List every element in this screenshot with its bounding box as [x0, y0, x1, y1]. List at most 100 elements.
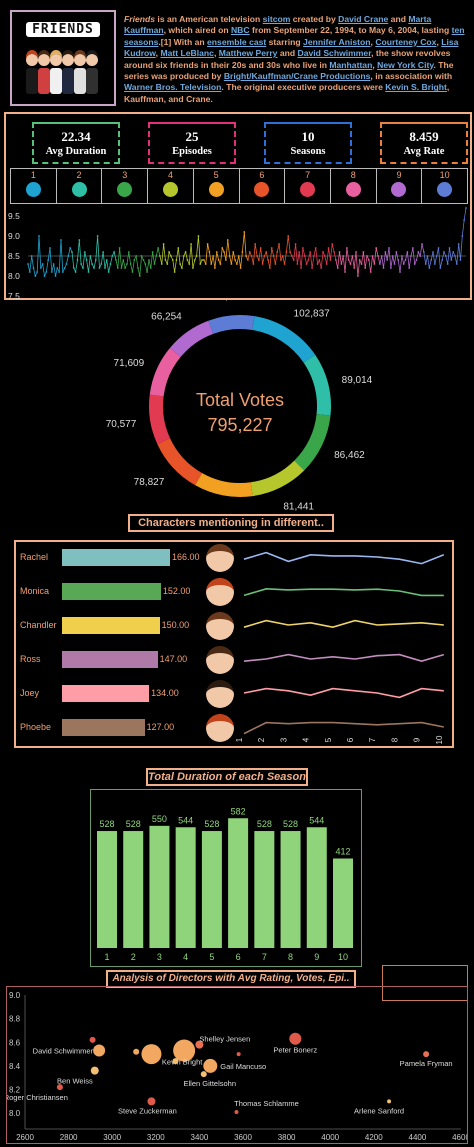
- duration-bar-chart: 528 1 528 2 550 3 544 4 528 5 582 6 528 7 528 8 544 9 412 1…: [97, 806, 353, 962]
- season-2-filter[interactable]: 2: [57, 169, 103, 203]
- season-number: 4: [167, 170, 173, 180]
- rating-point: [369, 271, 372, 273]
- character-trend-sparkline: [243, 619, 444, 629]
- intro-link[interactable]: Marta Kauffman: [124, 14, 432, 36]
- rating-series-season-6: [247, 235, 293, 269]
- duration-x-tick: 2: [131, 952, 136, 962]
- directors-x-tick: 3000: [103, 1133, 121, 1142]
- rating-point: [274, 263, 277, 265]
- rating-point: [371, 255, 374, 257]
- rating-point: [362, 251, 365, 253]
- rating-point: [320, 267, 323, 269]
- character-trend-line: [243, 551, 445, 565]
- season-10-filter[interactable]: 10: [422, 169, 467, 203]
- rating-point: [433, 263, 436, 265]
- intro-link[interactable]: ten seasons: [124, 25, 465, 47]
- rating-point: [353, 267, 356, 269]
- rating-point: [338, 251, 341, 253]
- duration-bar-label: 544: [178, 815, 193, 825]
- votes-slice-label: 65,264: [214, 300, 245, 303]
- rating-point: [270, 247, 273, 249]
- rating-point: [85, 259, 88, 261]
- rating-point: [463, 219, 466, 221]
- intro-link[interactable]: ensemble cast: [207, 36, 267, 47]
- intro-link[interactable]: Lisa Kudrow: [124, 36, 459, 59]
- rating-point: [329, 259, 332, 261]
- intro-link[interactable]: Warner Bros. Television: [124, 82, 222, 93]
- rating-point: [294, 243, 297, 245]
- duration-bar-season-8: [280, 831, 301, 948]
- intro-link[interactable]: Kevin S. Bright: [385, 82, 447, 93]
- director-point: [173, 1039, 196, 1062]
- rating-point: [159, 255, 161, 257]
- intro-link[interactable]: Jennifer Aniston: [303, 36, 371, 47]
- rating-point: [149, 267, 152, 269]
- character-value: 152.00: [162, 586, 191, 596]
- character-trend-line: [243, 619, 444, 629]
- intro-link[interactable]: New York City: [377, 59, 434, 70]
- votes-slice-label: 81,441: [283, 501, 314, 512]
- duration-bar-season-9: [306, 827, 327, 948]
- rating-point: [230, 263, 233, 265]
- rating-point: [47, 259, 50, 261]
- intro-link[interactable]: Bright/Kauffman/Crane Productions: [223, 71, 371, 82]
- rating-point: [347, 259, 350, 261]
- rating-point: [345, 247, 348, 249]
- rating-point: [195, 255, 198, 257]
- rating-point: [116, 267, 119, 269]
- rating-point: [419, 255, 422, 257]
- rating-point: [309, 251, 312, 253]
- intro-text: ,: [436, 36, 442, 47]
- rating-point: [71, 251, 73, 253]
- votes-total-title: Total Votes: [196, 390, 284, 410]
- season-4-filter[interactable]: 4: [148, 169, 194, 203]
- rating-point: [351, 255, 354, 257]
- directors-x-tick: 3400: [191, 1133, 209, 1142]
- director-point: [195, 1040, 204, 1049]
- character-bar: [62, 583, 161, 600]
- rating-point: [41, 263, 44, 265]
- duration-bar-label: 528: [126, 819, 141, 829]
- season-7-filter[interactable]: 7: [285, 169, 331, 203]
- intro-link[interactable]: NBC: [230, 25, 250, 36]
- rating-point: [342, 255, 345, 257]
- season-6-filter[interactable]: 6: [240, 169, 286, 203]
- rating-point: [413, 263, 416, 265]
- intro-link[interactable]: Courteney Cox: [375, 36, 437, 47]
- rating-point: [94, 259, 97, 261]
- rating-point: [461, 235, 464, 237]
- kpi-label: Seasons: [290, 146, 326, 157]
- cast-member-head: [62, 54, 74, 66]
- intro-link[interactable]: sitcom: [262, 14, 291, 24]
- votes-slice-season-7: [149, 394, 171, 445]
- rating-point: [344, 271, 346, 273]
- season-9-filter[interactable]: 9: [377, 169, 423, 203]
- rating-point: [323, 255, 326, 257]
- rating-point: [208, 251, 211, 253]
- rating-point: [221, 247, 224, 249]
- rating-point: [281, 255, 284, 257]
- intro-link[interactable]: David Schwimmer: [297, 48, 372, 59]
- rating-point: [289, 251, 291, 253]
- rating-point: [126, 263, 128, 265]
- season-5-filter[interactable]: 5: [194, 169, 240, 203]
- character-avatar: [206, 714, 234, 742]
- intro-link[interactable]: Matt LeBlanc: [160, 48, 214, 59]
- intro-text: Friends: [124, 14, 156, 24]
- season-8-filter[interactable]: 8: [331, 169, 377, 203]
- intro-link[interactable]: David Crane: [338, 14, 389, 24]
- rating-point: [404, 259, 407, 261]
- intro-text: starring: [266, 36, 304, 47]
- character-trend-sparkline: [243, 551, 445, 565]
- director-point: [141, 1044, 162, 1065]
- season-1-filter[interactable]: 1: [11, 169, 57, 203]
- directors-x-tick: 3800: [278, 1133, 296, 1142]
- rating-point: [105, 259, 108, 261]
- cast-member-hair: [50, 50, 62, 60]
- rating-point: [171, 259, 174, 261]
- votes-slice-label: 78,827: [134, 477, 165, 488]
- season-3-filter[interactable]: 3: [102, 169, 149, 203]
- intro-link[interactable]: Manhattan: [329, 59, 373, 70]
- intro-link[interactable]: Matthew Perry: [218, 48, 278, 59]
- rating-point: [67, 255, 70, 257]
